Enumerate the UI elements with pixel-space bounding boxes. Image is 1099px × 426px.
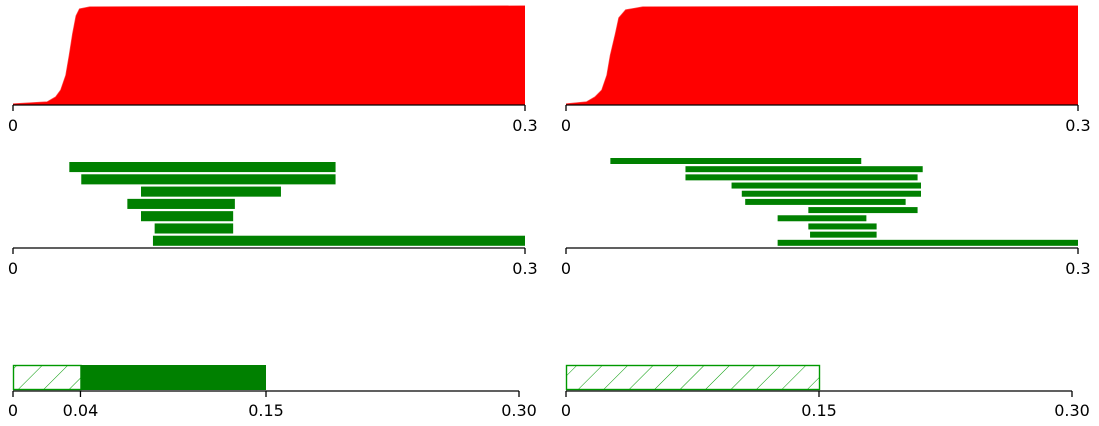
hatched-bar xyxy=(12,364,82,391)
area-fill xyxy=(13,6,525,105)
interval-bar xyxy=(808,207,918,214)
x-tick-label: 0 xyxy=(8,401,18,420)
x-tick-label: 0.15 xyxy=(248,401,284,420)
x-tick-label: 0.04 xyxy=(63,401,99,420)
interval-bar xyxy=(777,215,867,222)
area-fill xyxy=(566,6,1078,105)
interval-bar xyxy=(777,239,1078,246)
interval-bar xyxy=(741,190,921,197)
x-tick-label: 0 xyxy=(561,401,571,420)
x-tick-label: 0.30 xyxy=(501,401,537,420)
curve-line xyxy=(565,5,1079,105)
chart-marks xyxy=(12,5,1079,391)
interval-bar xyxy=(141,186,281,197)
interval-bar xyxy=(81,174,336,185)
interval-bar xyxy=(685,166,923,173)
x-tick-label: 0 xyxy=(561,259,571,278)
interval-bar xyxy=(152,235,525,246)
interval-bar xyxy=(154,223,234,234)
x-tick-label: 0 xyxy=(561,116,571,135)
interval-bar xyxy=(731,182,921,189)
interval-bar xyxy=(808,223,877,230)
x-tick-label: 0 xyxy=(8,116,18,135)
chart-axes: 0 0.3 0 0.30 0.3 0 0.30 0.04 0.15 0.30 0 0.15 0.30 xyxy=(8,104,1091,420)
solid-bar xyxy=(80,365,266,390)
x-tick-label: 0.3 xyxy=(512,116,537,135)
x-tick-label: 0.3 xyxy=(1065,116,1090,135)
x-tick-label: 0.15 xyxy=(801,401,837,420)
x-tick-label: 0 xyxy=(8,259,18,278)
x-tick-label: 0.30 xyxy=(1054,401,1090,420)
interval-bar xyxy=(69,162,336,173)
interval-bar xyxy=(745,198,906,205)
interval-bar xyxy=(141,211,234,222)
curve-line xyxy=(12,5,526,105)
x-tick-label: 0.3 xyxy=(512,259,537,278)
hatched-bar xyxy=(565,364,821,391)
interval-bar xyxy=(810,231,877,238)
interval-bar xyxy=(610,158,862,164)
interval-bar xyxy=(685,174,918,181)
interval-bar xyxy=(127,198,235,209)
x-tick-label: 0.3 xyxy=(1065,259,1090,278)
